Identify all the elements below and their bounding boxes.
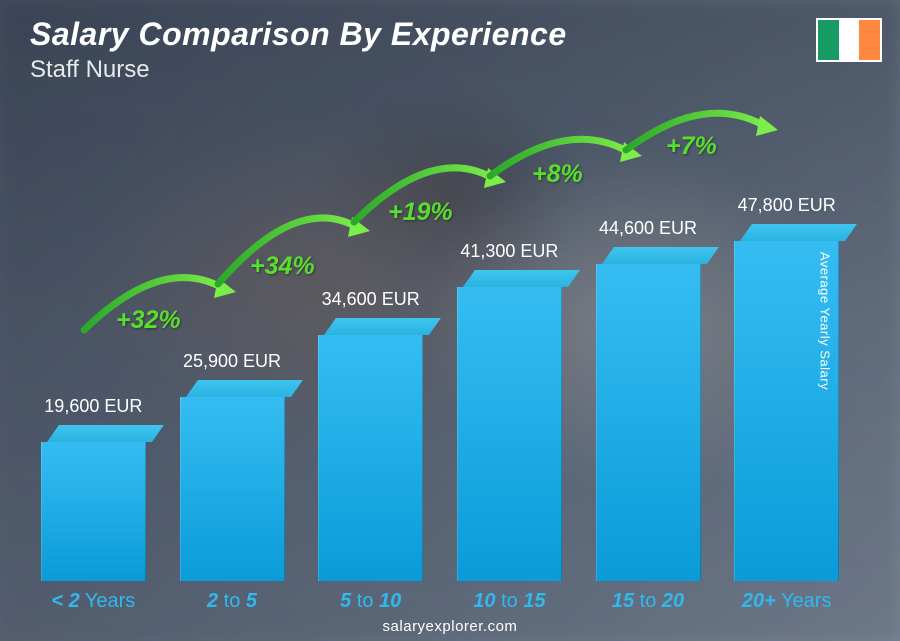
header: Salary Comparison By Experience Staff Nu… [30, 18, 567, 84]
bar-front-face [318, 335, 423, 581]
growth-pct-label: +8% [532, 160, 583, 189]
bar-group: 25,900 EUR [169, 351, 296, 581]
x-axis-label: 2 to 5 [169, 590, 296, 613]
growth-pct-label: +32% [116, 306, 181, 335]
bar-value-label: 34,600 EUR [322, 289, 420, 310]
bar-group: 41,300 EUR [446, 241, 573, 581]
footer-attribution: salaryexplorer.com [0, 618, 900, 635]
bar-group: 19,600 EUR [30, 396, 157, 581]
ireland-flag-icon [816, 18, 882, 62]
growth-pct-label: +34% [250, 252, 315, 281]
bar-top-face [47, 425, 164, 442]
bar-top-face [463, 270, 580, 287]
bar-3d [180, 380, 285, 581]
x-axis-label: 10 to 15 [446, 590, 573, 613]
x-axis-label: 5 to 10 [307, 590, 434, 613]
bar-3d [596, 247, 701, 581]
bar-value-label: 19,600 EUR [44, 396, 142, 417]
bar-top-face [186, 380, 303, 397]
bar-front-face [457, 287, 562, 581]
bar-top-face [740, 224, 857, 241]
bar-front-face [41, 442, 146, 581]
page-subtitle: Staff Nurse [30, 56, 567, 84]
bar-3d [457, 270, 562, 581]
y-axis-label: Average Yearly Salary [817, 251, 832, 389]
growth-pct-label: +19% [388, 198, 453, 227]
bar-value-label: 47,800 EUR [738, 195, 836, 216]
bar-front-face [180, 397, 285, 581]
bar-top-face [324, 318, 441, 335]
bar-group: 34,600 EUR [307, 289, 434, 581]
page-title: Salary Comparison By Experience [30, 18, 567, 52]
bar-value-label: 41,300 EUR [460, 241, 558, 262]
bar-3d [41, 425, 146, 581]
bar-front-face [596, 264, 701, 581]
bar-value-label: 44,600 EUR [599, 218, 697, 239]
growth-pct-label: +7% [666, 132, 717, 161]
bar-group: 44,600 EUR [585, 218, 712, 581]
x-axis-label: 15 to 20 [585, 590, 712, 613]
x-axis: < 2 Years 2 to 5 5 to 10 10 to 15 15 to 20 20… [30, 590, 850, 613]
x-axis-label: 20+ Years [723, 590, 850, 613]
bar-3d [318, 318, 423, 581]
x-axis-label: < 2 Years [30, 590, 157, 613]
bar-value-label: 25,900 EUR [183, 351, 281, 372]
bar-top-face [602, 247, 719, 264]
